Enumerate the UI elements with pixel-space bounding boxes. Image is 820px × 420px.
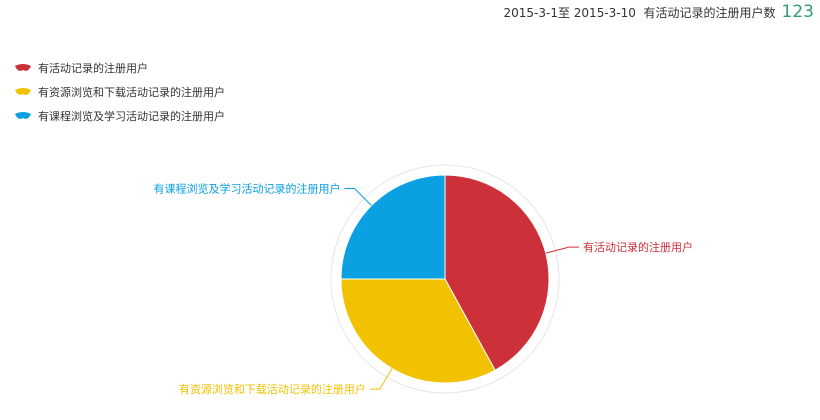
legend-swatch-icon xyxy=(14,111,32,121)
pie-outer-ring xyxy=(330,164,560,394)
chart-legend: 有活动记录的注册用户 有资源浏览和下载活动记录的注册用户 有课程浏览及学习活动记… xyxy=(14,56,225,128)
metric-label: 有活动记录的注册用户数 xyxy=(643,6,776,20)
summary-date-range: 2015-3-1至 2015-3-10 有活动记录的注册用户数 xyxy=(504,4,776,21)
label-line-0 xyxy=(545,246,579,254)
legend-item-2[interactable]: 有课程浏览及学习活动记录的注册用户 xyxy=(14,104,225,128)
legend-item-0[interactable]: 有活动记录的注册用户 xyxy=(14,56,225,80)
label-line-1 xyxy=(369,368,393,390)
legend-label: 有活动记录的注册用户 xyxy=(38,62,148,75)
slice-label-0: 有活动记录的注册用户 xyxy=(583,240,693,254)
legend-label: 有课程浏览及学习活动记录的注册用户 xyxy=(38,110,225,123)
legend-swatch-icon xyxy=(14,63,32,73)
slice-label-1: 有资源浏览和下载活动记录的注册用户 xyxy=(179,382,366,396)
slice-label-2: 有课程浏览及学习活动记录的注册用户 xyxy=(153,181,340,195)
metric-value: 123 xyxy=(781,2,814,22)
pie-slice-1[interactable] xyxy=(340,278,496,384)
label-line-2 xyxy=(344,187,372,206)
legend-item-1[interactable]: 有资源浏览和下载活动记录的注册用户 xyxy=(14,80,225,104)
date-range-text: 2015-3-1至 2015-3-10 xyxy=(503,6,636,20)
pie-slice-0[interactable] xyxy=(444,174,550,371)
legend-label: 有资源浏览和下载活动记录的注册用户 xyxy=(38,86,225,99)
legend-swatch-icon xyxy=(14,87,32,97)
summary-header: 2015-3-1至 2015-3-10 有活动记录的注册用户数 123 xyxy=(504,0,815,24)
